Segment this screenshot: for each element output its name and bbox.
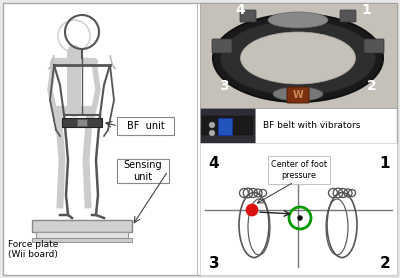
Text: 1: 1	[361, 3, 371, 17]
FancyBboxPatch shape	[240, 10, 256, 22]
Ellipse shape	[240, 32, 356, 84]
FancyBboxPatch shape	[3, 3, 397, 275]
FancyBboxPatch shape	[287, 87, 309, 103]
FancyBboxPatch shape	[62, 118, 102, 127]
Text: 3: 3	[219, 79, 229, 93]
Text: Center of foot
pressure: Center of foot pressure	[271, 160, 327, 180]
Text: Force plate
(Wii board): Force plate (Wii board)	[8, 240, 58, 259]
Text: 3: 3	[209, 255, 219, 270]
Circle shape	[209, 130, 215, 136]
Text: W: W	[293, 90, 303, 100]
FancyBboxPatch shape	[117, 117, 174, 135]
Circle shape	[209, 122, 215, 128]
FancyBboxPatch shape	[36, 232, 128, 238]
FancyBboxPatch shape	[77, 119, 87, 126]
Text: BF belt with vibrators: BF belt with vibrators	[263, 121, 360, 130]
Ellipse shape	[268, 12, 328, 28]
Text: 2: 2	[367, 79, 377, 93]
FancyBboxPatch shape	[32, 220, 132, 232]
Text: BF  unit: BF unit	[127, 121, 164, 131]
Text: 1: 1	[380, 155, 390, 170]
Text: Sensing
unit: Sensing unit	[124, 160, 162, 182]
Text: 4: 4	[235, 3, 245, 17]
FancyBboxPatch shape	[340, 10, 356, 22]
FancyBboxPatch shape	[200, 108, 255, 143]
Circle shape	[298, 215, 302, 220]
FancyBboxPatch shape	[202, 116, 253, 135]
Text: 2: 2	[380, 255, 390, 270]
FancyBboxPatch shape	[218, 118, 232, 135]
Circle shape	[246, 204, 258, 216]
Ellipse shape	[273, 87, 323, 101]
FancyBboxPatch shape	[268, 156, 330, 184]
FancyBboxPatch shape	[117, 159, 169, 183]
FancyBboxPatch shape	[200, 143, 397, 275]
Ellipse shape	[220, 21, 376, 96]
Ellipse shape	[213, 14, 383, 102]
Text: 4: 4	[209, 155, 219, 170]
FancyBboxPatch shape	[364, 39, 384, 53]
FancyBboxPatch shape	[32, 238, 132, 242]
FancyBboxPatch shape	[200, 3, 397, 108]
FancyBboxPatch shape	[212, 39, 232, 53]
